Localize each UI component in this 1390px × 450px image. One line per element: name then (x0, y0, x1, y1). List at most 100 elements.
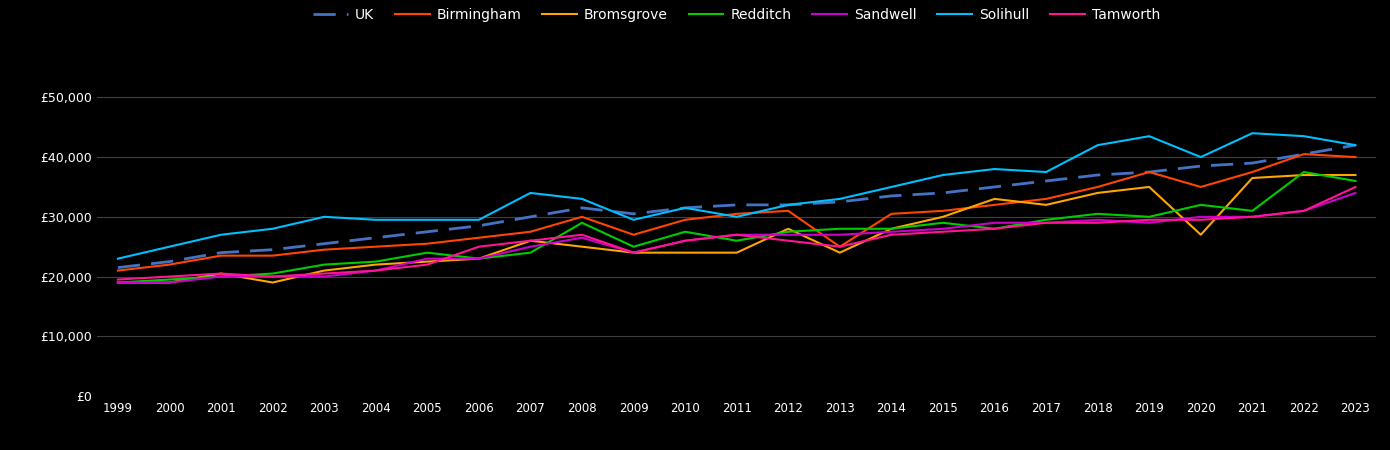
Birmingham (883, 211, 899, 216)
Redditch (1193, 202, 1209, 207)
Birmingham (1244, 169, 1261, 175)
Bromsgrove (728, 250, 745, 255)
UK (1038, 178, 1055, 184)
Birmingham (1090, 184, 1106, 189)
Solihull (780, 202, 796, 207)
Bromsgrove (986, 196, 1002, 202)
Solihull (418, 217, 435, 222)
UK (316, 241, 332, 247)
UK (1193, 163, 1209, 169)
Bromsgrove (677, 250, 694, 255)
Tamworth (523, 238, 539, 243)
Sandwell (626, 250, 642, 255)
Tamworth (1038, 220, 1055, 225)
UK (213, 250, 229, 255)
Bromsgrove (1244, 176, 1261, 181)
Birmingham (986, 202, 1002, 207)
Solihull (1244, 130, 1261, 136)
Tamworth (780, 238, 796, 243)
Solihull (213, 232, 229, 238)
Sandwell (1193, 214, 1209, 220)
Tamworth (574, 232, 591, 238)
Sandwell (986, 220, 1002, 225)
Redditch (780, 229, 796, 234)
Solihull (1347, 143, 1364, 148)
Solihull (1141, 134, 1158, 139)
Tamworth (367, 268, 384, 273)
Sandwell (728, 232, 745, 238)
UK (574, 205, 591, 211)
Birmingham (523, 229, 539, 234)
Solihull (1090, 143, 1106, 148)
Bromsgrove (1090, 190, 1106, 196)
Bromsgrove (1141, 184, 1158, 189)
Bromsgrove (1038, 202, 1055, 207)
Tamworth (1193, 217, 1209, 222)
Redditch (1141, 214, 1158, 220)
Birmingham (316, 247, 332, 252)
Solihull (626, 217, 642, 222)
Redditch (316, 262, 332, 267)
Redditch (1038, 217, 1055, 222)
Line: UK: UK (118, 145, 1355, 268)
Redditch (1295, 169, 1312, 175)
Birmingham (1038, 196, 1055, 202)
Tamworth (418, 262, 435, 267)
Bromsgrove (213, 271, 229, 276)
UK (1090, 172, 1106, 178)
Line: Redditch: Redditch (118, 172, 1355, 283)
Birmingham (1295, 151, 1312, 157)
Birmingham (264, 253, 281, 258)
Solihull (523, 190, 539, 196)
UK (986, 184, 1002, 189)
Sandwell (1038, 220, 1055, 225)
Solihull (986, 166, 1002, 172)
Tamworth (883, 232, 899, 238)
Tamworth (728, 232, 745, 238)
UK (1244, 160, 1261, 166)
Birmingham (110, 268, 126, 273)
Solihull (1038, 169, 1055, 175)
Bromsgrove (1347, 172, 1364, 178)
UK (677, 205, 694, 211)
Bromsgrove (471, 256, 488, 261)
UK (161, 259, 178, 264)
UK (264, 247, 281, 252)
Solihull (367, 217, 384, 222)
Sandwell (110, 280, 126, 285)
Tamworth (1090, 220, 1106, 225)
Solihull (728, 214, 745, 220)
Tamworth (264, 274, 281, 279)
Bromsgrove (831, 250, 848, 255)
UK (1141, 169, 1158, 175)
Tamworth (934, 229, 951, 234)
UK (831, 199, 848, 205)
Birmingham (831, 244, 848, 249)
Tamworth (831, 244, 848, 249)
Bromsgrove (418, 259, 435, 264)
Redditch (574, 220, 591, 225)
Tamworth (316, 271, 332, 276)
Solihull (1193, 154, 1209, 160)
Tamworth (1141, 217, 1158, 222)
Birmingham (728, 211, 745, 216)
UK (110, 265, 126, 270)
Sandwell (574, 235, 591, 240)
Sandwell (264, 274, 281, 279)
Tamworth (986, 226, 1002, 231)
Sandwell (523, 244, 539, 249)
Redditch (110, 280, 126, 285)
Sandwell (677, 238, 694, 243)
Bromsgrove (523, 238, 539, 243)
Tamworth (1244, 214, 1261, 220)
Tamworth (213, 271, 229, 276)
Redditch (626, 244, 642, 249)
Bromsgrove (1295, 172, 1312, 178)
Bromsgrove (161, 280, 178, 285)
Redditch (213, 274, 229, 279)
Redditch (367, 259, 384, 264)
Redditch (934, 220, 951, 225)
Sandwell (831, 232, 848, 238)
Sandwell (418, 256, 435, 261)
Sandwell (367, 268, 384, 273)
